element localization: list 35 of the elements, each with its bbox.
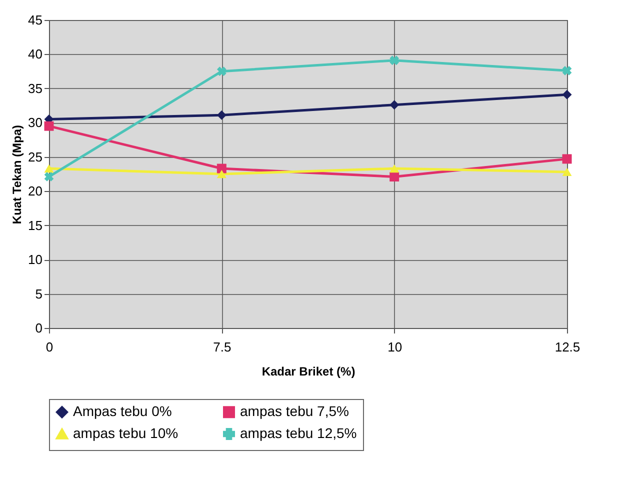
y-tick-label: 40 [28,46,42,62]
y-tick-label: 10 [28,252,42,268]
point [44,121,54,131]
y-tick-label: 0 [35,320,42,336]
point [562,154,572,164]
x-tick-label: 12.5 [554,340,580,354]
y-tick-label: 20 [28,184,42,199]
point [390,56,400,66]
y-tick-label: 35 [28,80,42,96]
point [216,110,226,120]
x-tick-label: 0 [46,340,54,354]
point [390,164,400,173]
y-axis-title: Kuat Tekan (Mpa) [10,124,24,224]
legend-label: Ampas tebu 0% [73,403,172,420]
point [216,66,226,76]
point [216,164,226,174]
point [562,66,572,76]
legend-label: ampas tebu 7,5% [240,403,349,420]
x-axis-title: Kadar Briket (%) [262,364,356,378]
legend-label: ampas tebu 10% [73,425,178,441]
y-tick-label: 45 [28,12,42,28]
point [562,168,572,176]
legend-label: ampas tebu 12,5% [240,425,357,441]
y-tick-label: 30 [28,115,42,130]
point [562,90,572,100]
y-tick-label: 15 [28,218,42,233]
point [44,172,54,182]
y-tick-label: 5 [35,286,42,302]
point [390,100,400,110]
y-tick-label: 25 [28,149,42,164]
x-tick-label: 10 [388,340,402,354]
point [44,164,54,173]
x-tick-label: 7.5 [213,340,232,354]
point [216,170,226,178]
point [390,172,400,182]
